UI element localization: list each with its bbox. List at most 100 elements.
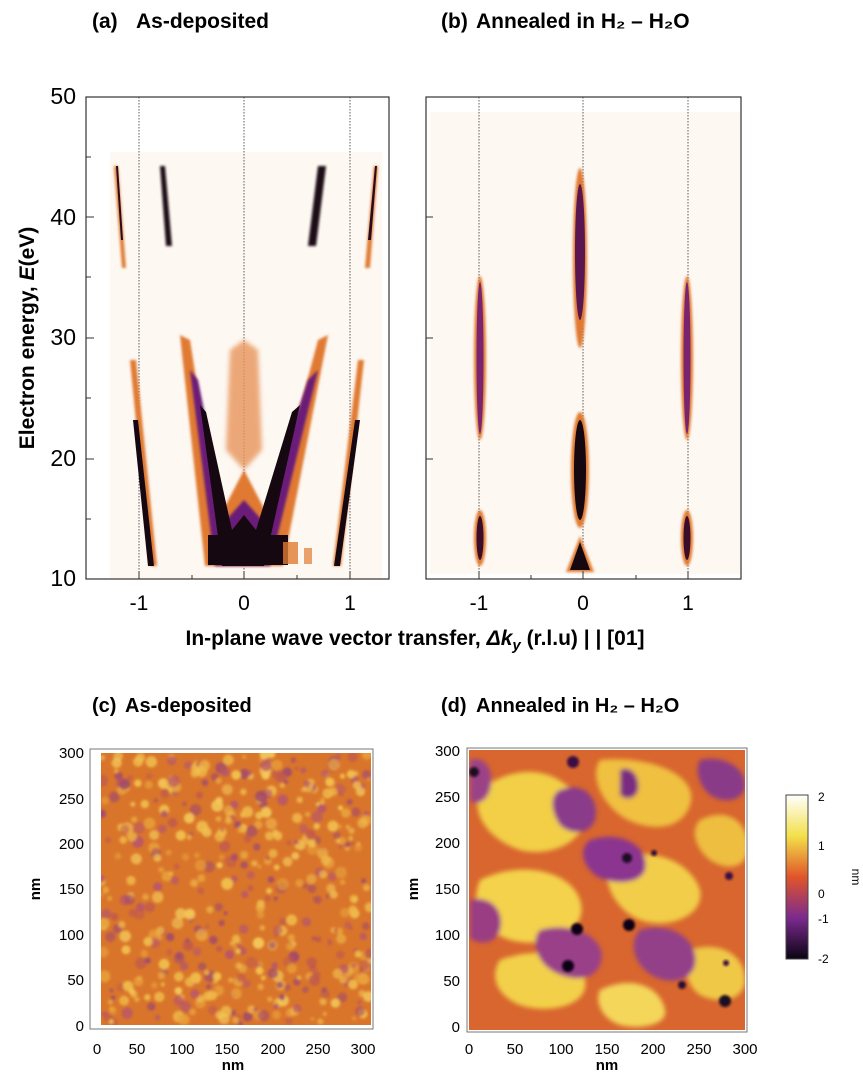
diffraction-streak [130, 360, 157, 566]
afm-grain [208, 1005, 218, 1015]
afm-grain [257, 983, 264, 991]
afm-grain [145, 756, 157, 768]
afm-texture [101, 753, 371, 1025]
afm-grain [311, 936, 317, 941]
afm-grain [195, 929, 208, 941]
afm-grain [267, 996, 273, 1002]
diffraction-streak [574, 420, 586, 520]
afm-grain [101, 755, 105, 761]
y-tick-label: 150 [59, 881, 84, 898]
afm-grain [294, 844, 300, 849]
afm-grain [181, 853, 190, 861]
afm-grain [174, 987, 183, 995]
afm-grain [165, 849, 172, 856]
afm-grain [276, 878, 289, 891]
panel-a-title: As-deposited [136, 10, 269, 33]
afm-grain [327, 872, 337, 881]
afm-grain [216, 945, 223, 952]
afm-grain [267, 968, 279, 979]
afm-grain [122, 980, 134, 992]
afm-grain [305, 829, 316, 840]
afm-grain [317, 803, 327, 814]
afm-grain [179, 961, 189, 971]
afm-grain [352, 1016, 357, 1021]
central-v-side [283, 542, 298, 564]
afm-grain [133, 756, 144, 767]
afm-grain [295, 879, 304, 888]
afm-grain [346, 798, 353, 806]
afm-grain [101, 946, 109, 958]
afm-grain [336, 950, 345, 959]
afm-grain [291, 852, 300, 860]
afm-grain [185, 938, 190, 943]
afm-grain [197, 887, 205, 895]
afm-grain [255, 811, 263, 820]
afm-grain [279, 917, 287, 926]
afm-grain [325, 777, 335, 787]
afm-grain [239, 924, 249, 934]
afm-grain [168, 775, 180, 787]
afm-grain [195, 791, 204, 799]
x-tick-label: 100 [548, 1041, 573, 1058]
afm-grain [311, 811, 323, 823]
y-tick-label: 200 [435, 835, 460, 852]
panel-d-afm-image [469, 750, 745, 1030]
panel-d-y-label: nm [405, 878, 422, 901]
afm-grain [160, 810, 168, 818]
diffraction-streak [476, 516, 484, 560]
afm-grain [267, 876, 275, 883]
afm-grain [143, 817, 156, 829]
afm-grain [356, 1000, 362, 1005]
afm-grain [340, 773, 345, 779]
afm-grain [167, 817, 178, 828]
afm-grain [307, 884, 317, 894]
afm-grain [268, 849, 278, 858]
afm-grain [101, 774, 109, 787]
afm-grain [223, 911, 228, 916]
afm-grain [238, 964, 247, 973]
afm-grain [124, 894, 135, 905]
afm-grain [134, 779, 142, 787]
afm-grain [257, 864, 262, 869]
afm-grain [173, 995, 184, 1006]
afm-grain [240, 861, 248, 869]
afm-grain [254, 820, 263, 829]
afm-grain [301, 917, 312, 927]
afm-grain [162, 788, 169, 796]
afm-grain [147, 1002, 156, 1011]
afm-grain [133, 908, 145, 920]
afm-grain [354, 843, 363, 852]
afm-grain [197, 962, 207, 971]
afm-grain [362, 922, 370, 931]
afm-grain [327, 938, 333, 944]
afm-grain [114, 771, 123, 781]
panel-b-title: Annealed in H₂ – H₂O [476, 10, 690, 33]
x-tick-label: 300 [732, 1041, 757, 1058]
afm-grain [203, 860, 215, 873]
afm-grain [350, 841, 355, 846]
afm-grain [245, 825, 258, 837]
afm-grain [319, 997, 327, 1006]
afm-grain [272, 1010, 281, 1020]
afm-grain [327, 820, 339, 832]
x-tick-label: 1 [682, 592, 694, 615]
afm-grain [144, 902, 156, 913]
x-tick-label: 0 [465, 1041, 473, 1058]
afm-grain [278, 994, 285, 1001]
afm-grain [309, 964, 318, 974]
afm-grain [156, 926, 165, 935]
afm-grain [271, 759, 283, 771]
afm-grain [333, 928, 339, 933]
diffraction-streak [683, 282, 691, 434]
afm-grain [152, 891, 164, 903]
panel-d-label: (d) [441, 695, 467, 717]
afm-grain [166, 932, 175, 942]
afm-grain [157, 778, 169, 789]
afm-grain [321, 769, 330, 778]
y-tick-label: 200 [59, 836, 84, 853]
afm-grain [231, 934, 241, 943]
afm-grain [173, 863, 180, 870]
afm-grain [144, 994, 151, 1001]
afm-grain [214, 902, 223, 912]
